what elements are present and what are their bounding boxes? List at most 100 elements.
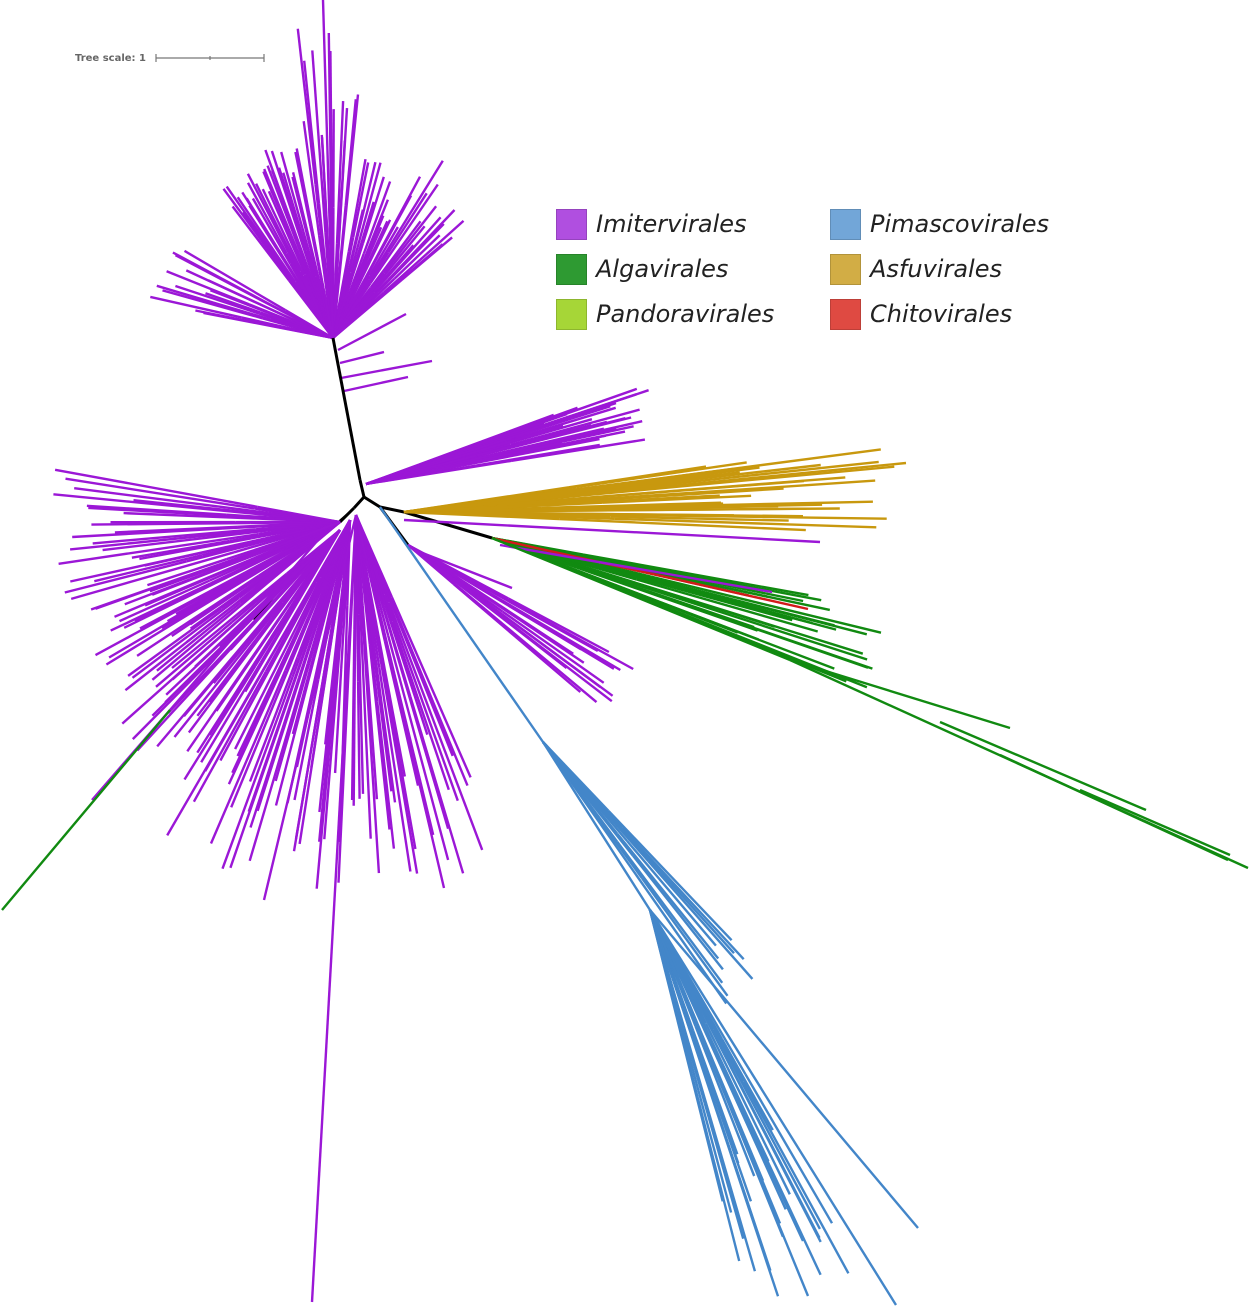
imitervirales-branch <box>369 220 422 289</box>
imitervirales-branch <box>480 587 615 670</box>
imitervirales-branch <box>473 405 611 451</box>
imitervirales-branch <box>390 621 450 791</box>
imitervirales-branch <box>191 551 299 629</box>
imitervirales-branch <box>262 520 341 553</box>
imitervirales-branch <box>74 487 269 514</box>
pimascovirales-branch <box>719 1058 770 1162</box>
pimascovirales-branch <box>735 1097 805 1242</box>
imitervirales-branch <box>114 557 255 618</box>
imitervirales-branch <box>390 596 472 778</box>
imitervirales-branch <box>293 679 320 801</box>
imitervirales-branch <box>94 554 203 583</box>
imitervirales-branch <box>263 168 308 273</box>
imitervirales-branch <box>248 663 309 862</box>
legend-swatch <box>556 208 587 240</box>
imitervirales-branch <box>147 558 227 587</box>
imitervirales-branch <box>88 506 275 520</box>
pimascovirales-branch <box>712 1028 821 1230</box>
imitervirales-branch <box>321 0 335 339</box>
imitervirales-branch <box>225 185 298 288</box>
imitervirales-branch <box>124 550 264 606</box>
algavirales-branch <box>789 658 1011 730</box>
legend-swatch <box>830 208 861 240</box>
legend-item-pimascovirales: Pimascovirales <box>830 208 1090 240</box>
legend-item-chitovirales: Chitovirales <box>830 298 1090 330</box>
imitervirales-branch <box>92 528 257 545</box>
imitervirales-branch <box>209 669 287 844</box>
asfuvirales-branch <box>568 465 707 489</box>
asfuvirales-branch <box>594 507 840 512</box>
imitervirales-branch <box>470 412 568 449</box>
imitervirales-branch <box>383 220 465 294</box>
imitervirales-branch <box>149 542 282 593</box>
imitervirales-branch <box>196 602 285 717</box>
imitervirales-branch <box>156 284 271 321</box>
imitervirales-branch <box>207 279 293 321</box>
imitervirales-branch <box>351 162 370 238</box>
imitervirales-branch <box>195 309 256 324</box>
imitervirales-branch <box>507 597 610 654</box>
imitervirales-branch <box>461 424 564 458</box>
algavirales-branch <box>939 720 1147 812</box>
imitervirales-branch <box>380 602 450 830</box>
imitervirales-branch <box>262 514 358 901</box>
imitervirales-branch <box>257 505 341 524</box>
imitervirales-branch <box>365 673 381 874</box>
imitervirales-branch <box>463 575 599 653</box>
legend-label: Imitervirales <box>596 210 747 238</box>
imitervirales-branch <box>354 514 446 889</box>
pimascovirales-branch <box>720 1038 774 1131</box>
pimascovirales-branch <box>694 1025 756 1177</box>
pimascovirales-branch <box>687 1022 753 1202</box>
pimascovirales-branch <box>648 909 810 1297</box>
imitervirales-branch <box>303 60 321 204</box>
imitervirales-branch <box>361 176 385 244</box>
imitervirales-branch <box>383 594 459 802</box>
algavirales-branch <box>599 562 882 634</box>
imitervirales-branch <box>368 644 391 830</box>
imitervirales-branch <box>110 582 212 632</box>
pimascovirales-branch <box>691 1038 780 1297</box>
imitervirales-branch <box>311 50 327 233</box>
imitervirales-branch <box>363 704 372 839</box>
imitervirales-branch <box>419 550 513 590</box>
imitervirales-branch <box>387 192 428 254</box>
algavirales-branch <box>1 709 171 911</box>
imitervirales-branch <box>365 459 512 486</box>
imitervirales-branch <box>318 665 338 842</box>
imitervirales-branch <box>69 527 271 551</box>
imitervirales-branch <box>192 670 268 803</box>
backbone-branch <box>379 505 405 514</box>
imitervirales-branch <box>462 584 602 689</box>
algavirales-branch <box>576 569 759 641</box>
imitervirales-branch <box>344 99 357 206</box>
backbone-branch <box>352 495 366 510</box>
imitervirales-branch <box>231 662 285 774</box>
imitervirales-branch <box>183 665 257 781</box>
pimascovirales-branch <box>742 1081 850 1274</box>
imitervirales-branch <box>229 649 307 869</box>
imitervirales-branch <box>173 601 284 738</box>
legend-label: Pandoravirales <box>596 300 775 328</box>
imitervirales-branch <box>164 577 293 704</box>
imitervirales-branch <box>499 543 773 594</box>
imitervirales-branch <box>156 600 281 748</box>
asfuvirales-branch <box>403 510 615 520</box>
imitervirales-branch <box>136 574 260 657</box>
algavirales-branch <box>623 582 869 669</box>
legend-swatch <box>556 298 587 330</box>
imitervirales-branch <box>175 284 260 315</box>
imitervirales-branch <box>169 539 319 711</box>
imitervirales-branch <box>455 406 617 458</box>
imitervirales-branch <box>360 215 385 270</box>
imitervirales-branch <box>469 420 643 462</box>
imitervirales-branch <box>511 438 646 462</box>
asfuvirales-branch <box>555 487 784 504</box>
pimascovirales-branch <box>379 506 544 743</box>
imitervirales-branch <box>501 610 605 684</box>
imitervirales-branch <box>58 532 259 565</box>
imitervirales-branch <box>379 658 419 874</box>
imitervirales-branch <box>407 544 455 585</box>
imitervirales-branch <box>337 108 349 240</box>
